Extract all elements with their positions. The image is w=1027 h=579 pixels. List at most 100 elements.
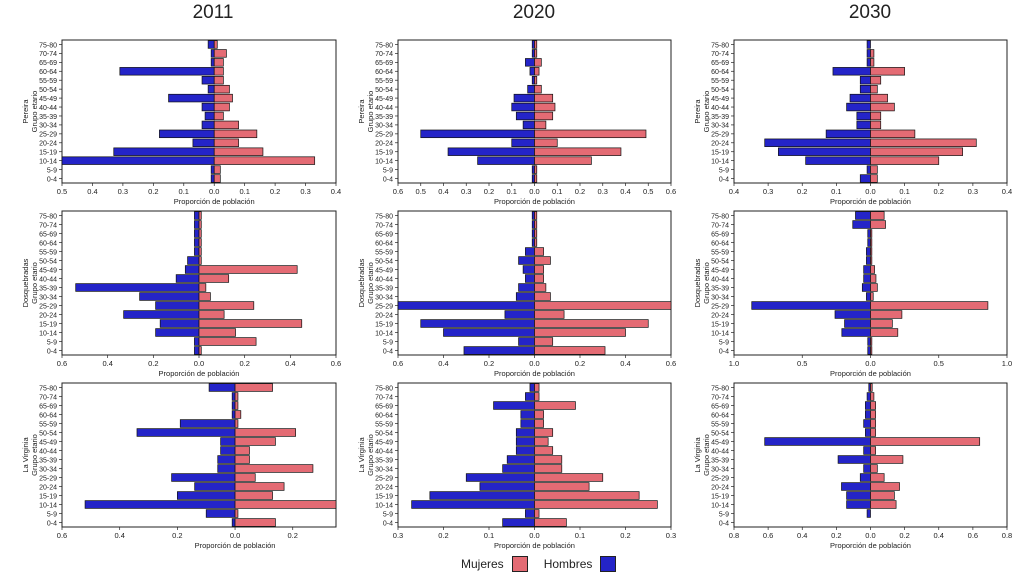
bar-mujeres-30-34 <box>535 293 551 301</box>
y-tick-label-40-44: 40-44 <box>375 105 393 112</box>
x-tick-label: 0.4 <box>438 359 448 368</box>
y-tick-label-70-74: 70-74 <box>39 222 57 229</box>
bar-hombres-70-74 <box>525 393 534 401</box>
y-tick-label-65-69: 65-69 <box>375 403 393 410</box>
bar-mujeres-20-24 <box>214 139 238 147</box>
bar-hombres-15-19 <box>778 148 870 156</box>
y-tick-label-45-49: 45-49 <box>39 267 57 274</box>
bar-mujeres-65-69 <box>214 59 223 67</box>
bar-hombres-55-59 <box>525 248 534 256</box>
bar-mujeres-25-29 <box>235 474 255 482</box>
y-tick-label-60-64: 60-64 <box>39 69 57 76</box>
bar-hombres-20-24 <box>505 311 535 319</box>
y-tick-label-10-14: 10-14 <box>375 158 393 165</box>
bar-hombres-30-34 <box>140 293 199 301</box>
bar-hombres-40-44 <box>221 447 235 455</box>
bar-mujeres-70-74 <box>535 50 537 58</box>
bar-hombres-20-24 <box>193 139 214 147</box>
x-tick-label: 0.0 <box>865 531 875 540</box>
y-tick-label-35-39: 35-39 <box>375 285 393 292</box>
bar-hombres-25-29 <box>466 474 534 482</box>
bar-hombres-30-34 <box>503 465 535 473</box>
bar-mujeres-65-69 <box>535 230 537 238</box>
bar-hombres-45-49 <box>523 266 534 274</box>
bar-hombres-60-64 <box>194 239 199 247</box>
x-tick-label: 0.4 <box>114 531 124 540</box>
x-axis-label: Proporción de población <box>494 369 575 378</box>
y-tick-label-60-64: 60-64 <box>39 240 57 247</box>
y-tick-label-25-29: 25-29 <box>711 303 729 310</box>
x-tick-label: 0.2 <box>899 531 909 540</box>
y-tick-label-5-9: 5-9 <box>383 167 393 174</box>
y-tick-label-20-24: 20-24 <box>711 484 729 491</box>
bar-hombres-45-49 <box>185 266 199 274</box>
bar-hombres-70-74 <box>232 393 235 401</box>
bar-mujeres-30-34 <box>871 465 878 473</box>
y-tick-label-70-74: 70-74 <box>375 394 393 401</box>
bar-mujeres-30-34 <box>214 121 238 129</box>
y-tick-label-30-34: 30-34 <box>711 123 729 130</box>
bar-hombres-5-9 <box>525 510 534 518</box>
bar-mujeres-65-69 <box>871 230 872 238</box>
bar-mujeres-55-59 <box>871 420 876 428</box>
bar-mujeres-55-59 <box>214 76 223 84</box>
bar-hombres-75-80 <box>867 41 870 49</box>
y-tick-label-55-59: 55-59 <box>375 78 393 85</box>
bar-hombres-65-69 <box>865 402 870 410</box>
bar-mujeres-5-9 <box>535 510 540 518</box>
bar-mujeres-60-64 <box>535 239 537 247</box>
x-tick-label: 0.5 <box>57 187 67 196</box>
y-tick-label-55-59: 55-59 <box>375 249 393 256</box>
bar-mujeres-0-4 <box>214 175 220 183</box>
x-tick-label: 0.2 <box>484 187 494 196</box>
bar-hombres-20-24 <box>765 139 871 147</box>
panel-dosquebradas-2020 <box>395 211 671 358</box>
panel-dosquebradas-2030 <box>731 211 1007 358</box>
bar-mujeres-25-29 <box>214 130 257 138</box>
x-tick-label: 0.2 <box>575 187 585 196</box>
bar-mujeres-20-24 <box>871 139 977 147</box>
bar-hombres-65-69 <box>867 59 870 67</box>
bar-hombres-35-39 <box>218 456 235 464</box>
bar-mujeres-60-64 <box>214 67 223 75</box>
y-tick-label-35-39: 35-39 <box>711 285 729 292</box>
bar-mujeres-60-64 <box>871 67 905 75</box>
bar-mujeres-10-14 <box>535 501 658 509</box>
x-tick-label: 0.2 <box>148 187 158 196</box>
x-tick-label: 0.4 <box>87 187 97 196</box>
y-tick-label-0-4: 0-4 <box>47 176 57 183</box>
bar-mujeres-75-80 <box>535 41 537 49</box>
bar-hombres-30-34 <box>523 121 534 129</box>
bar-mujeres-50-54 <box>871 257 872 265</box>
x-axis-label: Proporción de población <box>830 541 911 550</box>
x-tick-label: 0.2 <box>484 359 494 368</box>
bar-hombres-30-34 <box>516 293 534 301</box>
x-tick-label: 0.1 <box>831 187 841 196</box>
y-tick-label-10-14: 10-14 <box>39 502 57 509</box>
bar-hombres-60-64 <box>232 411 235 419</box>
bar-mujeres-40-44 <box>871 275 876 283</box>
y-tick-label-75-80: 75-80 <box>375 385 393 392</box>
y-tick-label-5-9: 5-9 <box>383 511 393 518</box>
y-tick-label-40-44: 40-44 <box>39 105 57 112</box>
legend-swatch-mujeres <box>512 556 528 572</box>
x-tick-label: 0.4 <box>102 359 112 368</box>
x-tick-label: 0.4 <box>1002 187 1012 196</box>
y-tick-label-75-80: 75-80 <box>711 385 729 392</box>
bar-hombres-40-44 <box>176 275 199 283</box>
bar-mujeres-0-4 <box>535 175 537 183</box>
bar-mujeres-50-54 <box>871 85 878 93</box>
y-axis-label-municipio: La Virginia <box>357 437 366 473</box>
bar-mujeres-15-19 <box>535 320 649 328</box>
bar-hombres-45-49 <box>221 438 235 446</box>
y-tick-label-10-14: 10-14 <box>711 502 729 509</box>
y-tick-label-55-59: 55-59 <box>39 78 57 85</box>
bar-hombres-35-39 <box>205 112 214 120</box>
y-tick-label-55-59: 55-59 <box>711 78 729 85</box>
x-tick-label: 1.0 <box>729 359 739 368</box>
x-tick-label: 0.1 <box>179 187 189 196</box>
y-tick-label-20-24: 20-24 <box>375 484 393 491</box>
bar-mujeres-75-80 <box>535 212 537 220</box>
bar-hombres-50-54 <box>137 429 235 437</box>
bar-mujeres-20-24 <box>199 311 224 319</box>
